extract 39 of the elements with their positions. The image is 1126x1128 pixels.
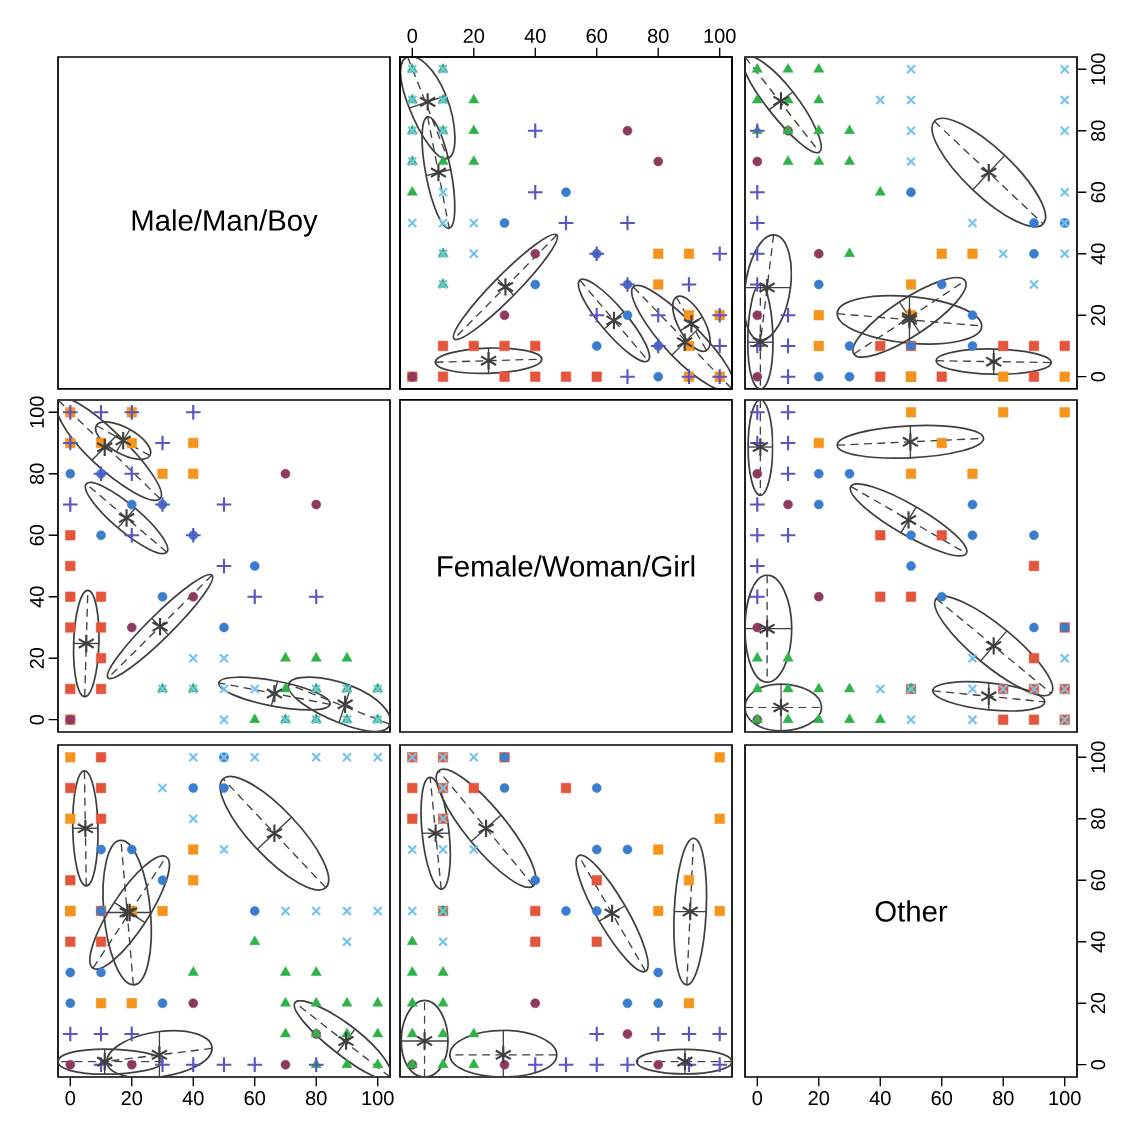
y2-tick-label: 60 xyxy=(1091,869,1106,891)
x2-tick-label: 80 xyxy=(647,28,669,43)
x-tick-label: 100 xyxy=(1049,1091,1081,1106)
x-tick-label: 80 xyxy=(992,1091,1014,1106)
x2-tick-label: 60 xyxy=(586,28,608,43)
x-tick-label: 0 xyxy=(65,1091,76,1106)
y-tick-label: 0 xyxy=(29,714,44,725)
y2-tick-label: 40 xyxy=(1091,243,1106,265)
text: Other xyxy=(875,900,948,922)
x-tick-label: 80 xyxy=(305,1091,327,1106)
y-tick-label: 20 xyxy=(29,647,44,669)
x-tick-label: 0 xyxy=(752,1091,763,1106)
x-tick-label: 60 xyxy=(931,1091,953,1106)
y-tick-label: 60 xyxy=(29,524,44,546)
y-tick-label: 80 xyxy=(29,463,44,485)
x-tick-label: 60 xyxy=(244,1091,266,1106)
x-tick-label: 20 xyxy=(808,1091,830,1106)
x2-tick-label: 20 xyxy=(463,28,485,43)
y2-tick-label: 40 xyxy=(1091,931,1106,953)
x2-tick-label: 0 xyxy=(407,28,418,43)
y2-tick-label: 0 xyxy=(1091,371,1106,382)
y2-tick-label: 80 xyxy=(1091,120,1106,142)
y-tick-label: 40 xyxy=(29,586,44,608)
y-tick-label: 100 xyxy=(29,396,44,428)
y2-tick-label: 20 xyxy=(1091,992,1106,1014)
x2-tick-label: 40 xyxy=(524,28,546,43)
text: Female/Woman/Girl xyxy=(438,555,695,577)
x2-tick-label: 100 xyxy=(704,28,736,43)
x-tick-label: 40 xyxy=(869,1091,891,1106)
y2-tick-label: 0 xyxy=(1091,1059,1106,1070)
text: Male/Man/Boy xyxy=(132,209,318,237)
y2-tick-label: 80 xyxy=(1091,808,1106,830)
y2-tick-label: 60 xyxy=(1091,181,1106,203)
x-tick-label: 20 xyxy=(121,1091,143,1106)
x-tick-label: 40 xyxy=(182,1091,204,1106)
y2-tick-label: 20 xyxy=(1091,304,1106,326)
x-tick-label: 100 xyxy=(362,1091,394,1106)
y2-tick-label: 100 xyxy=(1091,53,1106,85)
y2-tick-label: 100 xyxy=(1091,741,1106,773)
